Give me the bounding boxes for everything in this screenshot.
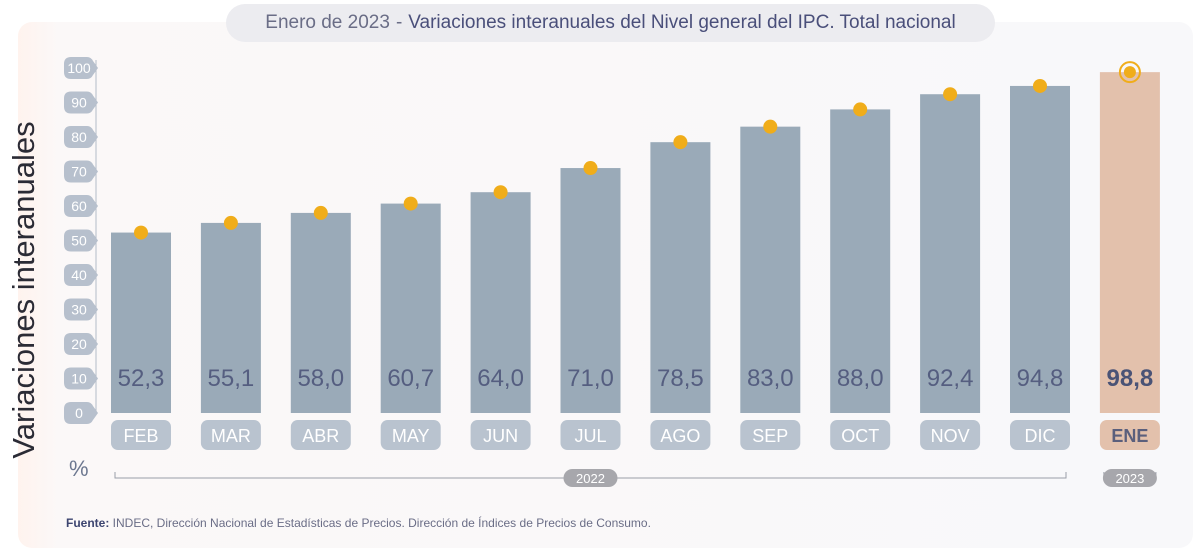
bar [830,109,891,414]
month-badge [200,420,261,450]
data-label: 78,5 [657,365,704,392]
bar [650,142,711,414]
value-marker [1123,66,1136,79]
month-badge [830,420,891,450]
month-badge [380,420,441,450]
data-label: 60,7 [387,365,434,392]
value-marker [673,135,688,150]
data-label: 98,8 [1107,365,1154,392]
month-badge [1099,420,1160,450]
month-badge [1010,420,1070,450]
y-tick-label: 30 [71,302,87,318]
y-tick-badge [64,160,98,183]
y-tick-badge [64,57,98,79]
data-label: 94,8 [1017,365,1064,392]
year-label: 2023 [1115,471,1144,486]
x-tick-label: MAY [392,426,430,446]
x-tick-label: DIC [1025,426,1056,446]
x-tick-label: MAR [211,426,251,446]
month-badge [470,420,531,450]
source-text: INDEC, Dirección Nacional de Estadística… [109,516,651,530]
data-label: 52,3 [118,365,165,392]
bar [1010,85,1070,413]
title-text: Variaciones interanuales del Nivel gener… [408,12,956,33]
data-label: 71,0 [567,365,614,392]
data-label: 58,0 [297,365,344,392]
x-tick-label: SEP [752,426,788,446]
y-tick-label: 50 [71,233,87,249]
y-tick-label: 100 [67,60,91,76]
y-tick-badge [64,298,98,321]
chart-title: Enero de 2023 - Variaciones interanuales… [226,4,995,42]
y-tick-badge [64,91,98,114]
source-label: Fuente: [66,516,110,530]
x-tick-label: JUL [574,426,606,446]
year-label: 2022 [576,471,605,486]
source-note: Fuente: INDEC, Dirección Nacional de Est… [66,516,651,530]
x-tick-label: AGO [660,426,700,446]
y-tick-label: 0 [75,405,83,421]
y-tick-badge [64,229,98,252]
unit-label: % [69,456,89,481]
x-tick-label: NOV [931,426,970,446]
data-label: 55,1 [208,365,255,392]
value-marker [943,87,958,102]
data-label: 64,0 [477,365,524,392]
x-tick-label: FEB [123,426,158,446]
y-tick-label: 20 [71,336,87,352]
bar [290,212,351,413]
data-label: 88,0 [837,365,884,392]
value-marker [403,196,418,211]
title-separator: - [395,12,403,33]
bar [470,192,531,413]
bar [1099,72,1160,413]
y-tick-label: 60 [71,198,87,214]
x-tick-label: ENE [1111,426,1148,446]
month-badge [650,420,711,450]
bar [111,232,171,413]
year-badge [563,469,618,487]
month-badge [290,420,351,450]
value-marker [313,205,328,220]
x-tick-label: ABR [302,426,339,446]
month-badge [920,420,981,450]
y-tick-badge [64,126,98,148]
y-tick-badge [64,195,98,217]
bar [740,126,801,414]
value-marker [763,119,778,134]
value-marker [223,215,238,230]
y-tick-badge [64,264,98,286]
month-badge [740,420,801,450]
value-marker [583,161,598,176]
x-tick-label: OCT [841,426,879,446]
y-tick-badge [64,367,98,390]
y-tick-label: 10 [71,371,87,387]
bar [560,168,621,413]
y-tick-badge [64,333,98,355]
data-label: 83,0 [747,365,794,392]
value-marker-ring [1118,61,1141,84]
bar [200,222,261,413]
y-tick-label: 70 [71,164,87,180]
month-badge [560,420,621,450]
value-marker [493,185,508,200]
title-date: Enero de 2023 [265,12,390,33]
value-marker [853,102,868,117]
y-tick-badge [64,402,98,424]
bar [920,94,981,413]
data-label: 92,4 [927,365,974,392]
y-tick-label: 80 [71,129,87,145]
year-badge [1102,469,1157,487]
value-marker [1033,78,1047,93]
bar [380,203,441,413]
y-tick-label: 90 [71,95,87,111]
value-marker [134,225,148,240]
x-tick-label: JUN [483,426,518,446]
month-badge [111,420,171,450]
y-tick-label: 40 [71,267,87,283]
